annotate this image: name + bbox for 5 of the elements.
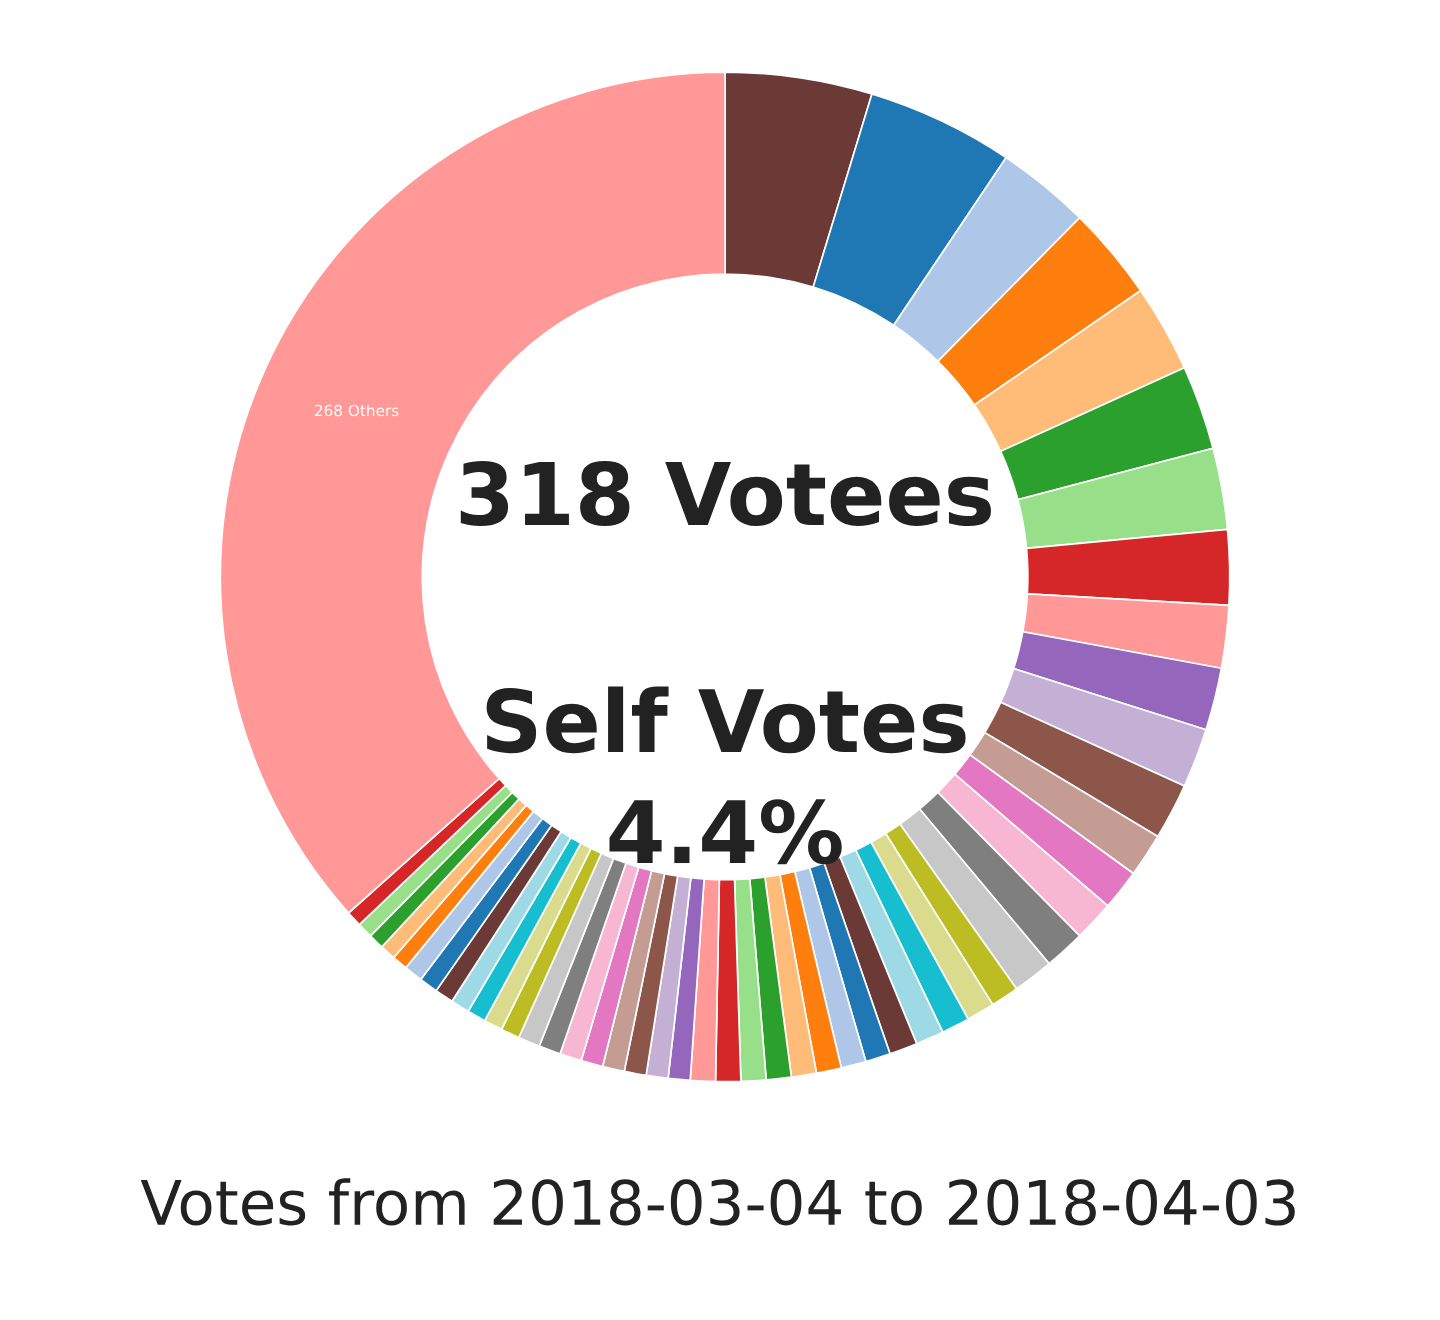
text: Votes from 2018-03-04 to 2018-04-03	[140, 1178, 1295, 1226]
text: 318 Votees	[460, 460, 991, 527]
text: Self Votes	[486, 686, 966, 754]
text: 4.4%	[609, 799, 842, 865]
slice-label: 268 Others	[314, 404, 399, 417]
